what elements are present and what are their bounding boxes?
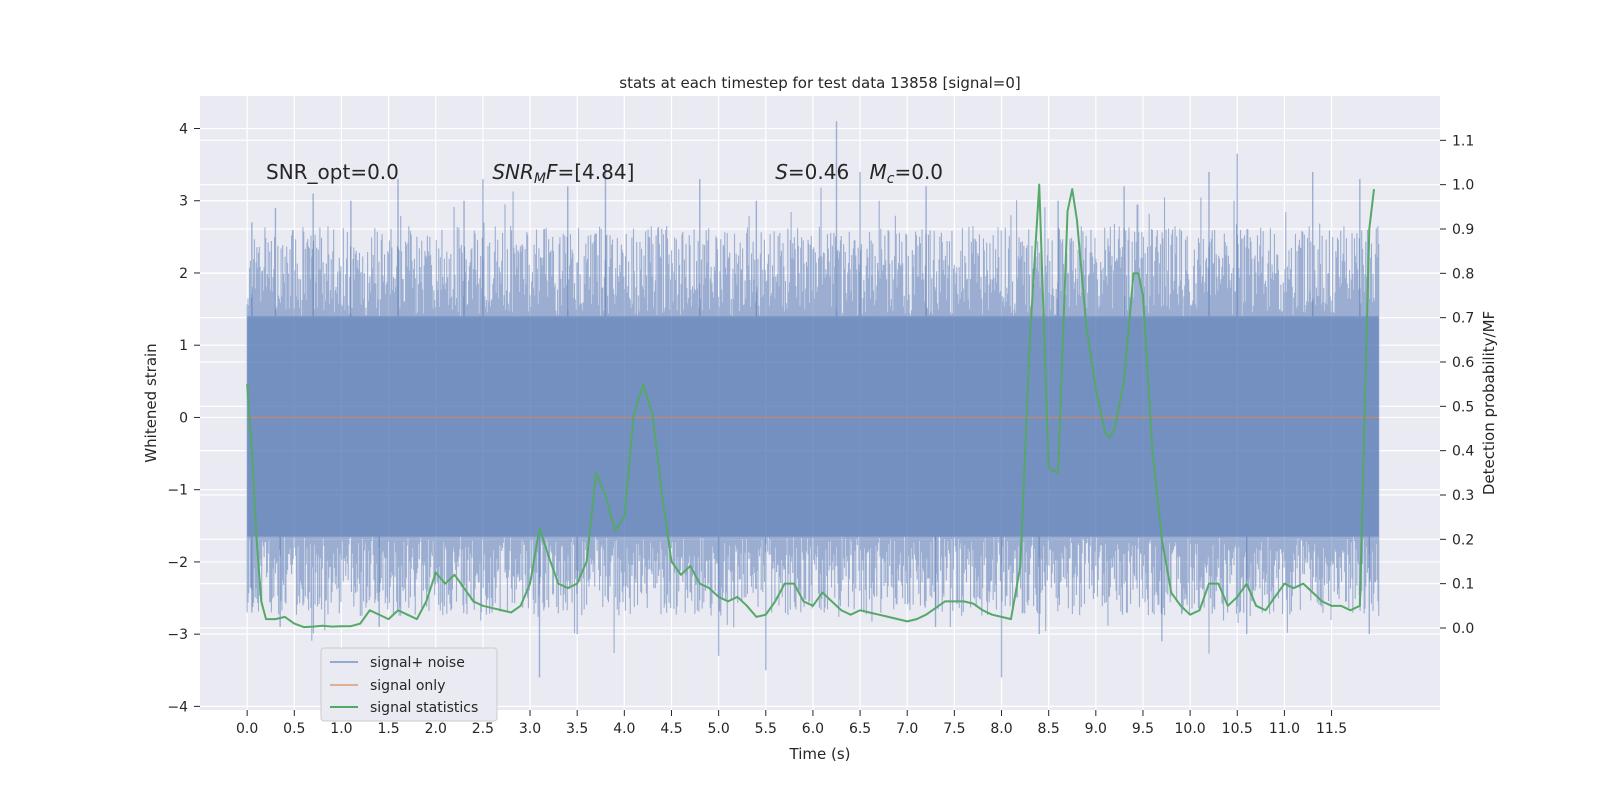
x-tick-label: 0.0 (236, 721, 258, 737)
y-tick-label: 2 (179, 266, 188, 282)
axes: 0.0 0.5 1.0 1.5 2.0 2.5 3.0 3.5 4.0 4.5 5.0 5.5 6.0 6… (167, 122, 1474, 737)
x-tick-label: 1.0 (330, 721, 352, 737)
y2-tick-label: 0.2 (1452, 532, 1474, 548)
x-tick-label: 2.5 (472, 721, 494, 737)
x-tick-label: 4.5 (660, 721, 682, 737)
annotation: S=0.46 (775, 160, 849, 184)
x-tick-label: 0.5 (283, 721, 305, 737)
x-tick-label: 8.0 (990, 721, 1012, 737)
y2-tick-label: 1.1 (1452, 133, 1474, 149)
y-tick-label: 1 (179, 338, 188, 354)
x-tick-label: 1.5 (377, 721, 399, 737)
y2-tick-label: 0.8 (1452, 266, 1474, 282)
y2-axis-label: Detection probability/MF (1480, 311, 1498, 495)
y-axis-label: Whitened strain (142, 343, 160, 462)
x-tick-label: 9.5 (1132, 721, 1154, 737)
x-axis-label: Time (s) (789, 745, 851, 763)
y2-tick-label: 0.7 (1452, 311, 1474, 327)
y-tick-label: −2 (167, 555, 188, 571)
x-tick-label: 10.0 (1175, 721, 1206, 737)
annotation: Mc=0.0 (870, 160, 944, 187)
annotation: SNR_opt=0.0 (266, 160, 399, 184)
y2-tick-label: 0.6 (1452, 355, 1474, 371)
x-tick-label: 7.0 (896, 721, 918, 737)
y2-tick-label: 0.9 (1452, 222, 1474, 238)
annotation: SNRMF=[4.84] (492, 160, 634, 187)
y2-tick-label: 0.4 (1452, 444, 1474, 460)
legend-box (320, 647, 498, 722)
legend-label-signal-only: signal only (370, 678, 445, 694)
x-tick-label: 10.5 (1222, 721, 1253, 737)
y-tick-label: 3 (179, 194, 188, 210)
y2-tick-label: 0.5 (1452, 399, 1474, 415)
y2-tick-label: 1.0 (1452, 178, 1474, 194)
y2-tick-label: 0.3 (1452, 488, 1474, 504)
x-tick-label: 7.5 (943, 721, 965, 737)
x-tick-label: 6.0 (802, 721, 824, 737)
x-tick-label: 11.0 (1269, 721, 1300, 737)
y-tick-label: −4 (167, 699, 188, 715)
x-tick-label: 8.5 (1038, 721, 1060, 737)
y-tick-label: −3 (167, 627, 188, 643)
legend: signal+ noise signal only signal statist… (320, 647, 498, 722)
legend-label-signal-noise: signal+ noise (370, 655, 465, 671)
y2-tick-label: 0.0 (1452, 621, 1474, 637)
chart-title: stats at each timestep for test data 138… (619, 74, 1020, 92)
x-tick-label: 5.0 (707, 721, 729, 737)
y-tick-label: 4 (179, 122, 188, 138)
x-tick-label: 3.5 (566, 721, 588, 737)
noise-band (247, 316, 1379, 537)
x-tick-label: 5.5 (755, 721, 777, 737)
x-tick-label: 11.5 (1316, 721, 1347, 737)
x-tick-label: 3.0 (519, 721, 541, 737)
x-tick-label: 6.5 (849, 721, 871, 737)
y2-tick-label: 0.1 (1452, 577, 1474, 593)
annotations: SNR_opt=0.0 SNRMF=[4.84] S=0.46 Mc=0.0 (266, 160, 943, 187)
legend-label-signal-statistics: signal statistics (370, 700, 478, 716)
signal-statistics-line (246, 183, 1375, 629)
y-tick-label: −1 (167, 483, 188, 499)
y-tick-label: 0 (179, 410, 188, 426)
x-tick-label: 9.0 (1085, 721, 1107, 737)
series-signal-noise (246, 121, 1380, 678)
x-tick-label: 2.0 (425, 721, 447, 737)
x-tick-label: 4.0 (613, 721, 635, 737)
series-lines (246, 183, 1379, 629)
